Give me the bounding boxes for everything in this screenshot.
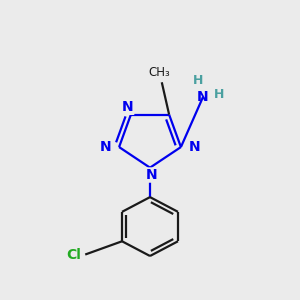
Text: N: N <box>188 140 200 154</box>
Text: N: N <box>197 90 209 104</box>
Text: H: H <box>193 74 203 87</box>
Text: N: N <box>146 168 157 182</box>
Text: CH₃: CH₃ <box>148 66 170 80</box>
Text: Cl: Cl <box>67 248 82 262</box>
Text: H: H <box>214 88 224 100</box>
Text: N: N <box>122 100 134 114</box>
Text: N: N <box>100 140 112 154</box>
